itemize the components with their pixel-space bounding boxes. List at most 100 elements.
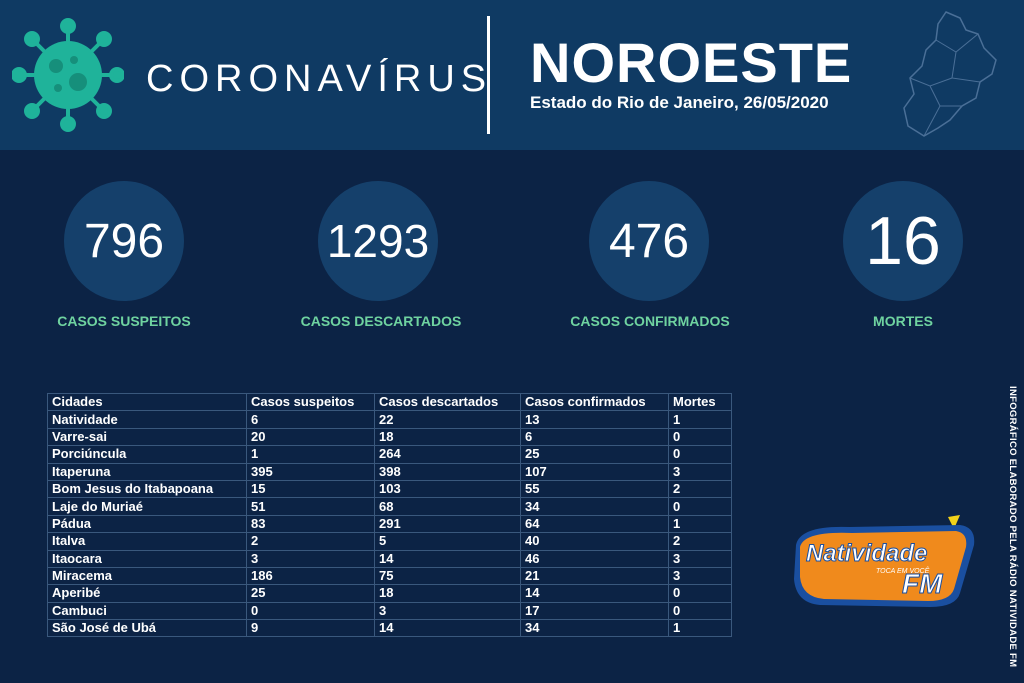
stat-value-deaths: 16 bbox=[865, 203, 941, 279]
table-cell: 75 bbox=[374, 566, 521, 586]
table-cell: 25 bbox=[520, 445, 669, 464]
header-discarded: Casos descartados bbox=[374, 392, 521, 412]
stat-label-deaths: MORTES bbox=[873, 313, 933, 329]
table-row: Natividade 6 22 13 1 bbox=[47, 410, 732, 429]
header-city: Cidades bbox=[47, 392, 247, 412]
table-cell: 1 bbox=[668, 410, 732, 429]
table-cell: Italva bbox=[47, 532, 247, 551]
svg-text:Natividade: Natividade bbox=[806, 540, 927, 567]
table-cell: 3 bbox=[668, 566, 732, 586]
region-map-icon bbox=[903, 11, 997, 137]
stat-label-confirmed: CASOS CONFIRMADOS bbox=[570, 313, 730, 329]
table-cell: 20 bbox=[246, 427, 375, 447]
table-cell: Varre-sai bbox=[47, 427, 247, 447]
credit-text: INFOGRÁFICO ELABORADO PELA RÁDIO NATIVID… bbox=[1007, 386, 1018, 668]
table-cell: 68 bbox=[374, 497, 521, 516]
table-cell: Bom Jesus do Itabapoana bbox=[47, 479, 247, 499]
table-cell: 186 bbox=[246, 566, 375, 586]
header-confirmed: Casos confirmados bbox=[520, 392, 669, 412]
cities-table: Cidades Casos suspeitos Casos descartado… bbox=[47, 392, 732, 638]
table-cell: 3 bbox=[246, 549, 375, 568]
table-cell: 14 bbox=[520, 584, 669, 603]
region-subtitle: Estado do Rio de Janeiro, 26/05/2020 bbox=[530, 93, 829, 112]
table-cell: 2 bbox=[668, 532, 732, 551]
table-cell: 64 bbox=[520, 514, 669, 534]
table-cell: 103 bbox=[374, 479, 521, 499]
table-cell: 2 bbox=[246, 532, 375, 551]
table-cell: 291 bbox=[374, 514, 521, 534]
table-cell: 1 bbox=[668, 619, 732, 638]
table-cell: Cambuci bbox=[47, 601, 247, 621]
table-cell: 1 bbox=[246, 445, 375, 464]
stat-value-suspected: 796 bbox=[83, 214, 165, 268]
stat-label-suspected: CASOS SUSPEITOS bbox=[57, 313, 191, 329]
header-banner: CORONAVÍRUS NOROESTE Estado do Rio de Ja… bbox=[0, 0, 1024, 150]
table-cell: 6 bbox=[246, 410, 375, 429]
table-cell: Aperibé bbox=[47, 584, 247, 603]
table-row: Varre-sai 20 18 6 0 bbox=[47, 427, 732, 447]
table-row: São José de Ubá 9 14 34 1 bbox=[47, 619, 732, 638]
stat-circle-suspected: 796 bbox=[64, 181, 184, 301]
table-cell: 13 bbox=[520, 410, 669, 429]
table-cell: Pádua bbox=[47, 514, 247, 534]
table-row: Porciúncula 1 264 25 0 bbox=[47, 445, 732, 464]
table-cell: 18 bbox=[374, 584, 521, 603]
table-cell: 25 bbox=[246, 584, 375, 603]
table-cell: 0 bbox=[668, 584, 732, 603]
table-row: Itaocara 3 14 46 3 bbox=[47, 549, 732, 568]
table-cell: 21 bbox=[520, 566, 669, 586]
table-cell: 264 bbox=[374, 445, 521, 464]
stat-circle-confirmed: 476 bbox=[589, 181, 709, 301]
table-cell: 2 bbox=[668, 479, 732, 499]
natividade-fm-logo: Natividade TOCA EM VOCÊ FM bbox=[794, 515, 975, 607]
table-cell: 22 bbox=[374, 410, 521, 429]
header-suspected: Casos suspeitos bbox=[246, 392, 375, 412]
table-cell: 0 bbox=[668, 601, 732, 621]
table-header-row: Cidades Casos suspeitos Casos descartado… bbox=[47, 392, 732, 412]
stat-circle-deaths: 16 bbox=[843, 181, 963, 301]
table-cell: Laje do Muriaé bbox=[47, 497, 247, 516]
table-cell: 0 bbox=[668, 497, 732, 516]
table-row: Miracema 186 75 21 3 bbox=[47, 566, 732, 586]
table-row: Bom Jesus do Itabapoana 15 103 55 2 bbox=[47, 479, 732, 499]
table-cell: 0 bbox=[246, 601, 375, 621]
table-cell: 1 bbox=[668, 514, 732, 534]
table-cell: 40 bbox=[520, 532, 669, 551]
brand-title: CORONAVÍRUS bbox=[146, 58, 493, 100]
table-cell: Porciúncula bbox=[47, 445, 247, 464]
table-row: Pádua 83 291 64 1 bbox=[47, 514, 732, 534]
table-cell: Natividade bbox=[47, 410, 247, 429]
table-cell: 17 bbox=[520, 601, 669, 621]
table-cell: 5 bbox=[374, 532, 521, 551]
table-row: Italva 2 5 40 2 bbox=[47, 532, 732, 551]
table-cell: 34 bbox=[520, 619, 669, 638]
table-row: Itaperuna 395 398 107 3 bbox=[47, 462, 732, 481]
stat-label-discarded: CASOS DESCARTADOS bbox=[300, 313, 462, 329]
region-title: NOROESTE bbox=[530, 31, 853, 94]
table-cell: 0 bbox=[668, 445, 732, 464]
table-cell: 14 bbox=[374, 549, 521, 568]
table-row: Aperibé 25 18 14 0 bbox=[47, 584, 732, 603]
table-cell: 395 bbox=[246, 462, 375, 481]
svg-text:FM: FM bbox=[902, 568, 943, 599]
table-cell: 3 bbox=[668, 549, 732, 568]
table-cell: 3 bbox=[374, 601, 521, 621]
table-cell: 46 bbox=[520, 549, 669, 568]
stat-circle-discarded: 1293 bbox=[318, 181, 438, 301]
table-cell: Itaocara bbox=[47, 549, 247, 568]
table-cell: São José de Ubá bbox=[47, 619, 247, 638]
table-cell: 51 bbox=[246, 497, 375, 516]
table-cell: 6 bbox=[520, 427, 669, 447]
table-cell: Itaperuna bbox=[47, 462, 247, 481]
svg-text:TOCA EM VOCÊ: TOCA EM VOCÊ bbox=[876, 566, 930, 575]
virus-icon bbox=[12, 18, 124, 132]
stat-value-confirmed: 476 bbox=[608, 214, 690, 268]
stat-value-discarded: 1293 bbox=[326, 215, 430, 267]
header-divider bbox=[487, 16, 490, 134]
header-deaths: Mortes bbox=[668, 392, 732, 412]
table-cell: 107 bbox=[520, 462, 669, 481]
table-cell: 3 bbox=[668, 462, 732, 481]
table-cell: 83 bbox=[246, 514, 375, 534]
table-cell: 398 bbox=[374, 462, 521, 481]
table-cell: 18 bbox=[374, 427, 521, 447]
